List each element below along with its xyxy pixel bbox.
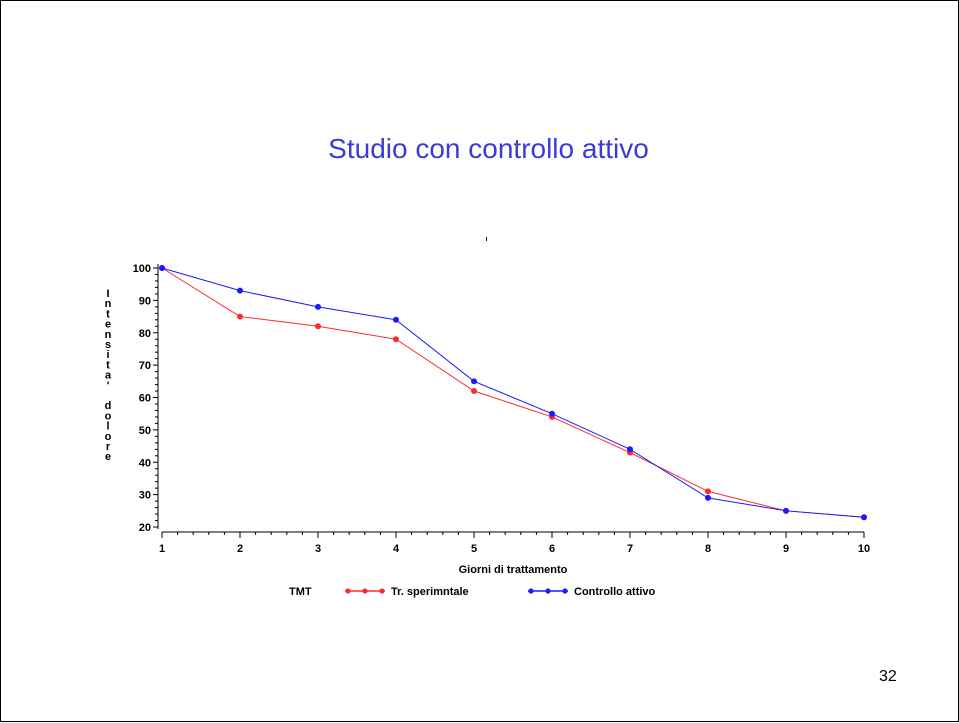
legend-swatch-marker bbox=[379, 588, 385, 594]
data-point bbox=[393, 316, 399, 323]
x-tick-label: 6 bbox=[549, 543, 555, 555]
legend-swatch-marker bbox=[345, 588, 351, 594]
data-point bbox=[237, 313, 243, 320]
data-point bbox=[471, 378, 477, 385]
x-axis-label: Giorni di trattamento bbox=[459, 564, 568, 576]
data-point bbox=[627, 446, 633, 453]
y-tick-label: 90 bbox=[139, 295, 151, 307]
x-tick-label: 2 bbox=[237, 543, 243, 555]
data-point bbox=[783, 507, 789, 514]
data-point bbox=[393, 336, 399, 343]
stray-mark bbox=[486, 237, 487, 241]
x-tick-label: 1 bbox=[159, 543, 165, 555]
data-point bbox=[159, 265, 165, 271]
x-tick-label: 9 bbox=[783, 543, 789, 555]
data-point bbox=[549, 410, 555, 417]
legend-swatch-marker bbox=[562, 588, 568, 594]
series-line bbox=[161, 267, 865, 518]
legend-swatch-marker bbox=[545, 588, 551, 594]
x-tick-label: 8 bbox=[705, 543, 711, 555]
data-point bbox=[471, 388, 477, 395]
page-number: 32 bbox=[879, 668, 897, 685]
y-tick-label: 50 bbox=[139, 425, 151, 437]
y-tick-label: 30 bbox=[139, 490, 151, 502]
y-tick-label: 20 bbox=[139, 522, 151, 534]
x-tick-label: 10 bbox=[858, 543, 870, 555]
legend-title: TMT bbox=[289, 586, 312, 598]
data-point bbox=[705, 494, 711, 501]
data-point bbox=[237, 287, 243, 294]
y-tick-label: 100 bbox=[133, 263, 151, 275]
data-point bbox=[315, 303, 321, 310]
x-tick-label: 3 bbox=[315, 543, 321, 555]
data-point bbox=[861, 514, 867, 521]
data-point bbox=[315, 323, 321, 330]
y-tick-label: 60 bbox=[139, 393, 151, 405]
slide-title: Studio con controllo attivo bbox=[328, 133, 649, 164]
data-point bbox=[705, 488, 711, 495]
legend-entry-label: Tr. sperimntale bbox=[391, 586, 469, 598]
legend-swatch-marker bbox=[362, 588, 368, 594]
x-tick-label: 7 bbox=[627, 543, 633, 555]
series-line bbox=[161, 267, 865, 518]
x-tick-label: 5 bbox=[471, 543, 477, 555]
legend-swatch-marker bbox=[528, 588, 534, 594]
y-tick-label: 70 bbox=[139, 360, 151, 372]
y-tick-label: 40 bbox=[139, 457, 151, 469]
x-tick-label: 4 bbox=[393, 543, 400, 555]
y-tick-label: 80 bbox=[139, 328, 151, 340]
legend-entry-label: Controllo attivo bbox=[574, 586, 656, 598]
